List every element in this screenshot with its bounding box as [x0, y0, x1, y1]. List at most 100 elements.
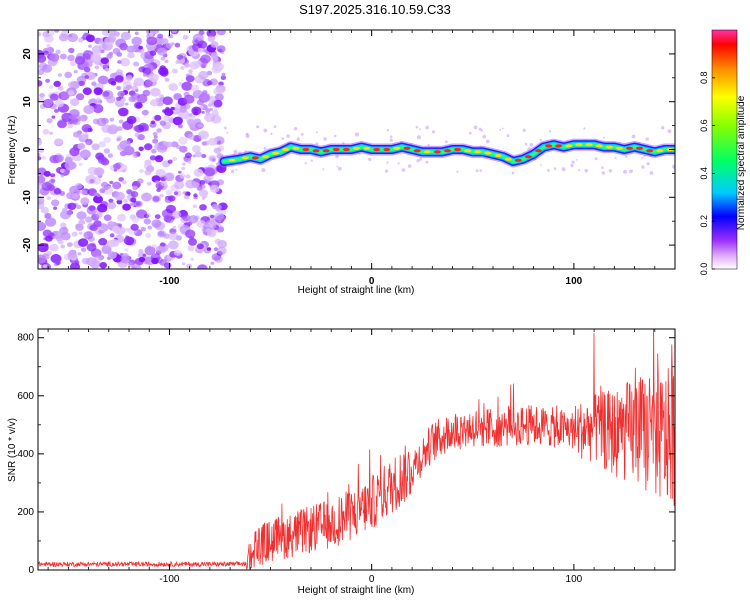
- noise-blob: [200, 54, 211, 64]
- noise-blob: [127, 52, 135, 59]
- noise-speckle: [524, 142, 528, 146]
- x-tick-label: 0: [369, 276, 375, 287]
- noise-blob: [136, 153, 141, 157]
- noise-blob: [67, 54, 75, 62]
- noise-blob: [94, 255, 103, 263]
- noise-blob: [123, 198, 128, 203]
- noise-blob: [162, 96, 173, 105]
- noise-blob: [138, 66, 146, 73]
- noise-blob: [188, 215, 199, 224]
- spectrogram-data: [38, 30, 675, 269]
- ridge-peak: [228, 158, 236, 162]
- snr-x-ticks: -100 0 100: [47, 329, 676, 585]
- noise-blob: [141, 192, 152, 202]
- noise-blob: [218, 48, 223, 53]
- noise-speckle: [316, 131, 319, 134]
- noise-blob: [177, 124, 183, 129]
- noise-blob: [159, 120, 167, 126]
- noise-speckle: [337, 166, 342, 171]
- noise-blob: [164, 172, 175, 182]
- noise-speckle: [646, 162, 650, 166]
- noise-blob: [171, 30, 178, 33]
- noise-blob: [38, 54, 47, 63]
- noise-blob: [133, 82, 139, 87]
- noise-blob: [45, 235, 53, 242]
- noise-speckle: [226, 131, 229, 134]
- noise-blob: [150, 120, 156, 125]
- noise-blob: [194, 151, 203, 158]
- noise-blob: [123, 146, 135, 156]
- ridge-peak: [433, 150, 441, 154]
- noise-blob: [44, 212, 52, 219]
- noise-blob: [132, 185, 138, 191]
- noise-blob: [60, 222, 67, 228]
- noise-blob: [160, 56, 166, 61]
- noise-blob: [130, 202, 135, 207]
- noise-blob: [210, 52, 218, 59]
- noise-blob: [97, 203, 108, 213]
- colorbar-tick-label: 0.6: [699, 119, 709, 132]
- noise-blob: [80, 189, 88, 196]
- noise-speckle: [499, 128, 502, 131]
- noise-blob: [145, 233, 152, 238]
- noise-blob: [174, 180, 185, 190]
- noise-blob: [107, 153, 114, 158]
- noise-blob: [92, 192, 97, 196]
- noise-speckle: [416, 159, 420, 163]
- noise-speckle: [480, 129, 484, 132]
- noise-blob: [75, 183, 83, 190]
- noise-speckle: [397, 162, 400, 165]
- noise-blob: [38, 32, 42, 37]
- noise-blob: [135, 201, 142, 206]
- noise-blob: [187, 133, 195, 140]
- noise-blob: [185, 179, 197, 189]
- ridge-peak: [444, 149, 451, 153]
- noise-speckle: [473, 125, 478, 130]
- noise-blob: [79, 149, 91, 159]
- noise-blob: [67, 33, 79, 43]
- noise-speckle: [389, 135, 393, 139]
- noise-blob: [97, 75, 109, 85]
- noise-speckle: [561, 167, 566, 172]
- noise-blob: [50, 173, 56, 178]
- noise-blob: [188, 72, 193, 75]
- noise-blob: [67, 124, 73, 129]
- noise-blob: [46, 196, 52, 201]
- noise-blob: [201, 197, 206, 200]
- noise-blob: [53, 188, 62, 195]
- noise-speckle: [571, 160, 575, 164]
- noise-blob: [154, 180, 160, 184]
- noise-blob: [183, 94, 195, 104]
- noise-blob: [215, 93, 224, 101]
- ridge-peak: [636, 146, 644, 150]
- noise-blob: [126, 46, 132, 51]
- noise-blob: [220, 75, 227, 81]
- noise-blob: [83, 231, 93, 240]
- noise-blob: [179, 145, 188, 153]
- spectrogram-y-label: Frequency (Hz): [7, 116, 18, 185]
- noise-speckle: [336, 165, 339, 168]
- x-tick-label: 100: [566, 276, 583, 287]
- colorbar-gradient: [711, 29, 738, 270]
- noise-speckle: [624, 155, 628, 158]
- noise-blob: [118, 119, 124, 124]
- ridge-peak: [332, 147, 340, 152]
- noise-blob: [172, 116, 183, 126]
- noise-blob: [215, 204, 222, 211]
- x-tick-label: -100: [159, 276, 179, 287]
- ridge-peak: [393, 146, 401, 150]
- noise-speckle: [425, 160, 429, 164]
- noise-blob: [98, 229, 104, 234]
- noise-speckle: [300, 133, 304, 136]
- noise-blob: [181, 81, 193, 91]
- noise-blob: [155, 168, 166, 178]
- noise-blob: [81, 257, 90, 265]
- noise-blob: [56, 154, 65, 162]
- noise-blob: [213, 99, 223, 108]
- noise-blob: [79, 114, 88, 122]
- noise-speckle: [608, 169, 613, 173]
- noise-blob: [210, 41, 219, 48]
- noise-blob: [157, 231, 165, 237]
- noise-blob: [199, 180, 206, 185]
